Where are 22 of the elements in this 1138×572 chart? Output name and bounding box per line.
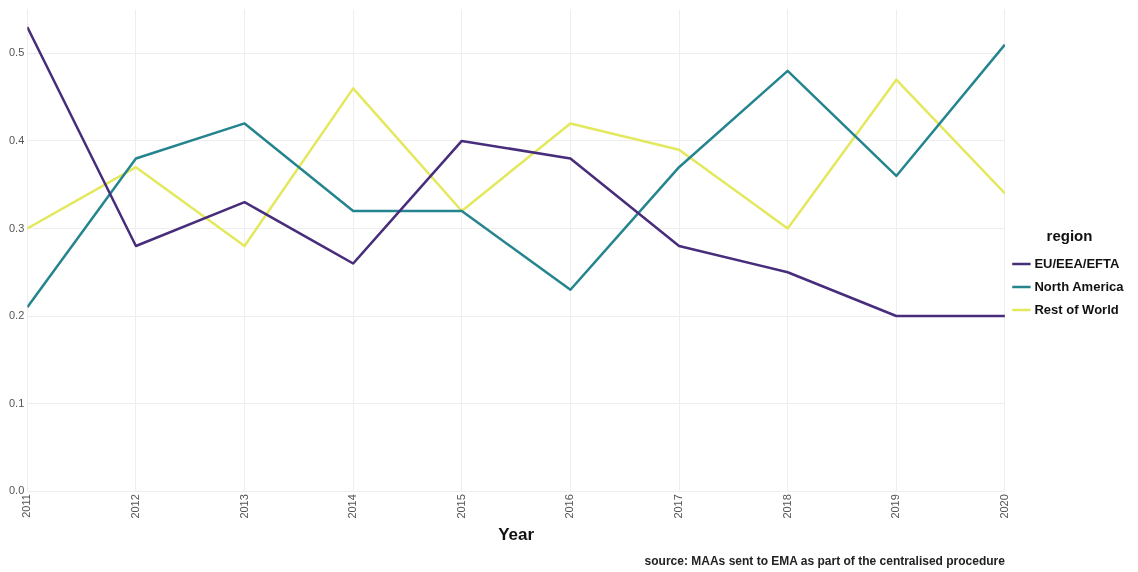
x-tick-label: 2015 — [454, 494, 467, 519]
x-tick-label: 2017 — [672, 494, 685, 519]
legend-title: region — [1046, 227, 1093, 245]
y-tick-label: 0.5 — [8, 46, 25, 59]
legend-label: Rest of World — [1034, 301, 1119, 317]
y-tick-label: 0.1 — [8, 396, 25, 409]
x-axis-title: Year — [498, 525, 535, 545]
legend-label: North America — [1034, 278, 1125, 294]
x-tick-label: 2014 — [346, 494, 359, 519]
x-tick-label: 2011 — [20, 494, 33, 518]
source-note: source: MAAs sent to EMA as part of the centralised procedure — [644, 554, 1006, 569]
x-tick-label: 2016 — [563, 494, 576, 519]
y-tick-label: 0.3 — [8, 221, 25, 234]
y-tick-label: 0.0 — [8, 484, 25, 497]
y-tick-label: 0.4 — [8, 133, 25, 146]
x-tick-label: 2020 — [997, 494, 1010, 519]
x-tick-label: 2019 — [889, 494, 902, 519]
x-tick-label: 2013 — [237, 494, 250, 519]
x-tick-label: 2018 — [780, 494, 793, 519]
legend-label: EU/EEA/EFTA — [1034, 255, 1121, 271]
x-tick-label: 2012 — [128, 494, 141, 519]
y-tick-label: 0.2 — [8, 309, 25, 322]
